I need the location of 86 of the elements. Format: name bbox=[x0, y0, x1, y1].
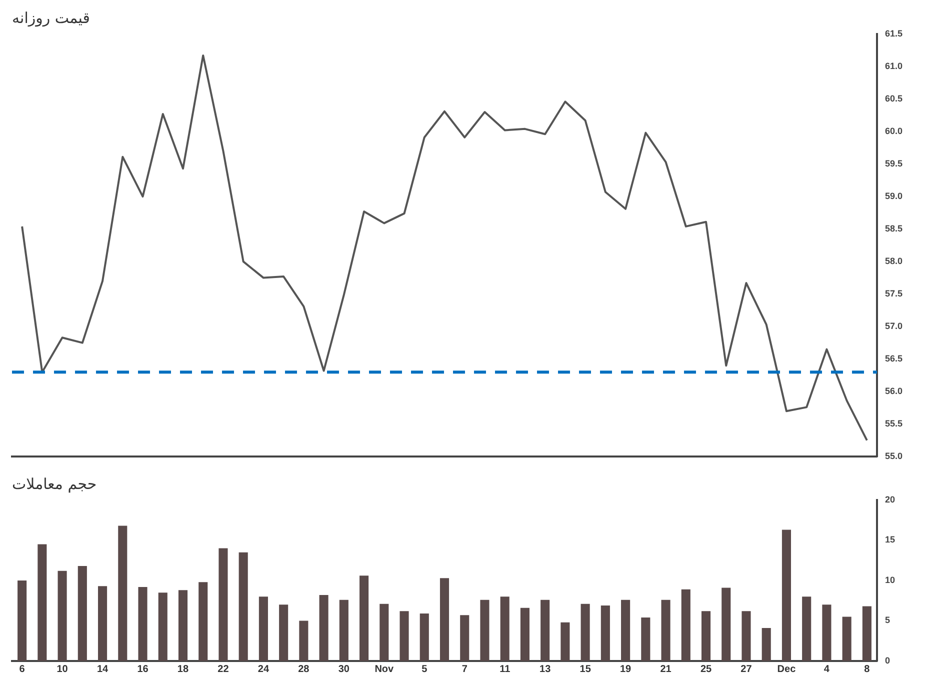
bar bbox=[802, 596, 812, 661]
bar bbox=[279, 604, 288, 661]
bar bbox=[138, 586, 148, 661]
bar bbox=[319, 594, 328, 661]
y-tick-label: 56.0 bbox=[885, 386, 903, 396]
y-tick-label: 60.0 bbox=[885, 126, 903, 136]
bar bbox=[98, 586, 108, 661]
bar bbox=[38, 544, 47, 661]
x-tick-label: 16 bbox=[137, 664, 149, 675]
bar bbox=[681, 589, 690, 661]
x-tick-label: 27 bbox=[740, 664, 752, 675]
bar bbox=[360, 576, 369, 661]
y-tick-label: 0 bbox=[885, 655, 890, 666]
x-tick-label: 30 bbox=[338, 664, 350, 675]
bar bbox=[722, 588, 731, 661]
bar bbox=[18, 580, 27, 661]
bar bbox=[299, 620, 308, 661]
bar bbox=[158, 592, 168, 661]
y-tick-label: 55.5 bbox=[885, 418, 903, 429]
bar bbox=[460, 615, 470, 661]
bar bbox=[560, 622, 570, 661]
bar bbox=[600, 605, 610, 661]
x-tick-label: 28 bbox=[298, 664, 310, 675]
bar bbox=[822, 604, 832, 661]
bar bbox=[762, 628, 771, 661]
x-tick-label: 13 bbox=[540, 664, 552, 675]
y-tick-label: 57.0 bbox=[885, 321, 903, 332]
bar bbox=[641, 618, 650, 661]
bar bbox=[198, 582, 208, 661]
x-tick-label: 6 bbox=[19, 664, 26, 675]
bar bbox=[580, 604, 590, 661]
bar bbox=[440, 578, 450, 661]
y-tick-label: 10 bbox=[885, 574, 896, 585]
y-tick-label: 58.5 bbox=[885, 224, 903, 234]
x-tick-label: 15 bbox=[580, 664, 592, 675]
y-tick-label: 15 bbox=[885, 534, 896, 545]
bar bbox=[621, 600, 630, 661]
x-tick-label: 5 bbox=[422, 664, 428, 675]
bar bbox=[380, 604, 389, 661]
y-tick-label: 59.0 bbox=[885, 191, 903, 202]
bar bbox=[58, 570, 67, 661]
bar bbox=[339, 600, 348, 661]
y-tick-label: 58.0 bbox=[885, 256, 903, 266]
x-tick-label: 22 bbox=[218, 664, 230, 675]
y-tick-label: 56.5 bbox=[885, 354, 903, 364]
bar bbox=[238, 552, 248, 661]
x-tick-label: 25 bbox=[700, 664, 712, 675]
y-tick-label: 59.5 bbox=[885, 158, 903, 169]
bar bbox=[742, 611, 751, 661]
bar bbox=[480, 600, 490, 661]
x-tick-label: Nov bbox=[374, 664, 394, 675]
bar bbox=[540, 600, 550, 661]
y-tick-label: 57.5 bbox=[885, 288, 903, 299]
x-tick-label: 7 bbox=[462, 664, 468, 675]
bar bbox=[782, 530, 792, 661]
chart-title: قیمت روزانه bbox=[12, 8, 90, 27]
y-tick-label: 5 bbox=[885, 615, 890, 626]
bar bbox=[862, 606, 872, 661]
x-tick-label: 19 bbox=[620, 664, 632, 675]
bar bbox=[78, 566, 87, 661]
bar bbox=[178, 590, 188, 661]
bar bbox=[500, 596, 510, 661]
x-tick-label: 10 bbox=[56, 664, 68, 675]
bar bbox=[842, 616, 852, 661]
bar bbox=[661, 600, 670, 661]
x-tick-label: 4 bbox=[824, 664, 830, 675]
y-tick-label: 55.0 bbox=[885, 451, 903, 462]
bar bbox=[258, 596, 268, 661]
x-tick-label: 8 bbox=[864, 664, 870, 675]
y-tick-label: 61.0 bbox=[885, 60, 903, 71]
x-tick-label: 11 bbox=[500, 664, 511, 675]
x-tick-label: 18 bbox=[177, 664, 189, 675]
x-tick-label: 21 bbox=[660, 664, 672, 675]
y-tick-label: 60.5 bbox=[885, 94, 903, 104]
x-tick-label: Dec bbox=[777, 664, 796, 675]
bar bbox=[118, 526, 128, 661]
y-tick-label: 20 bbox=[885, 494, 896, 504]
x-tick-label: 24 bbox=[258, 664, 270, 675]
y-tick-label: 61.5 bbox=[885, 28, 903, 38]
bar bbox=[400, 611, 409, 661]
bar bbox=[420, 614, 429, 661]
x-tick-label: 14 bbox=[96, 664, 109, 675]
bar bbox=[218, 548, 228, 661]
bar bbox=[520, 608, 530, 661]
chart-title: حجم معاملات bbox=[12, 474, 97, 493]
bar bbox=[701, 611, 711, 661]
